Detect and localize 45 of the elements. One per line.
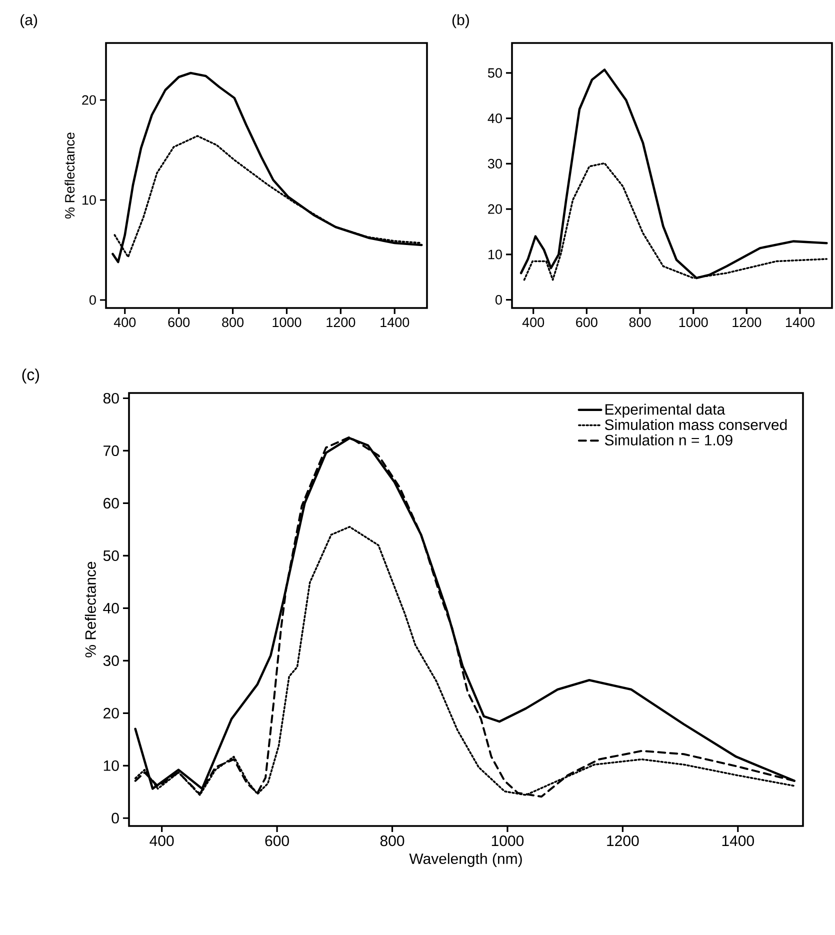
x-tick-label: 1400 xyxy=(786,318,814,328)
x-tick-label: 400 xyxy=(114,318,136,328)
y-tick-label: 30 xyxy=(103,655,119,666)
x-tick-label: 1200 xyxy=(607,836,639,846)
x-tick-label: 400 xyxy=(522,318,544,328)
x-tick-label: 600 xyxy=(168,318,190,328)
y-tick-label: 10 xyxy=(82,195,96,205)
y-axis-title: % Reflectance xyxy=(64,132,75,219)
y-tick-label: 80 xyxy=(103,392,119,404)
x-tick-label: 1400 xyxy=(380,318,410,328)
y-axis-title: % Reflectance xyxy=(84,562,96,658)
y-tick-label: 10 xyxy=(488,250,502,260)
x-tick-label: 600 xyxy=(265,836,289,846)
y-tick-label: 10 xyxy=(104,760,119,771)
x-tick-label: 600 xyxy=(576,318,598,328)
x-axis-title: Wavelength (nm) xyxy=(409,853,522,867)
chart-title: (a) xyxy=(20,14,38,28)
x-tick-label: 800 xyxy=(629,318,651,328)
y-tick-label: 70 xyxy=(104,445,119,456)
x-tick-label: 1000 xyxy=(679,318,708,328)
chart-title: (b) xyxy=(452,14,469,28)
y-tick-label: 0 xyxy=(112,812,119,824)
chart-title: (c) xyxy=(22,368,39,384)
y-tick-label: 50 xyxy=(488,68,502,78)
x-tick-label: 1400 xyxy=(722,836,754,846)
y-tick-label: 60 xyxy=(104,498,119,509)
y-tick-label: 20 xyxy=(82,95,96,105)
x-tick-label: 1000 xyxy=(272,318,302,328)
x-tick-label: 1200 xyxy=(326,318,356,328)
y-tick-label: 0 xyxy=(89,295,96,305)
y-tick-label: 50 xyxy=(103,550,119,562)
y-tick-label: 20 xyxy=(104,708,119,718)
x-tick-label: 800 xyxy=(222,318,244,328)
y-tick-label: 0 xyxy=(495,295,502,305)
x-tick-label: 1000 xyxy=(492,836,524,846)
x-tick-label: 1200 xyxy=(732,318,762,328)
legend-label: Simulation mass conserved xyxy=(604,419,787,430)
y-tick-label: 30 xyxy=(488,158,502,168)
x-tick-label: 400 xyxy=(150,836,174,846)
legend-label: Experimental data xyxy=(605,404,726,418)
legend-label: Simulation n = 1.09 xyxy=(604,434,732,446)
y-tick-label: 40 xyxy=(103,602,119,614)
y-tick-label: 20 xyxy=(488,204,502,214)
y-tick-label: 40 xyxy=(488,114,502,124)
x-tick-label: 800 xyxy=(380,836,404,846)
